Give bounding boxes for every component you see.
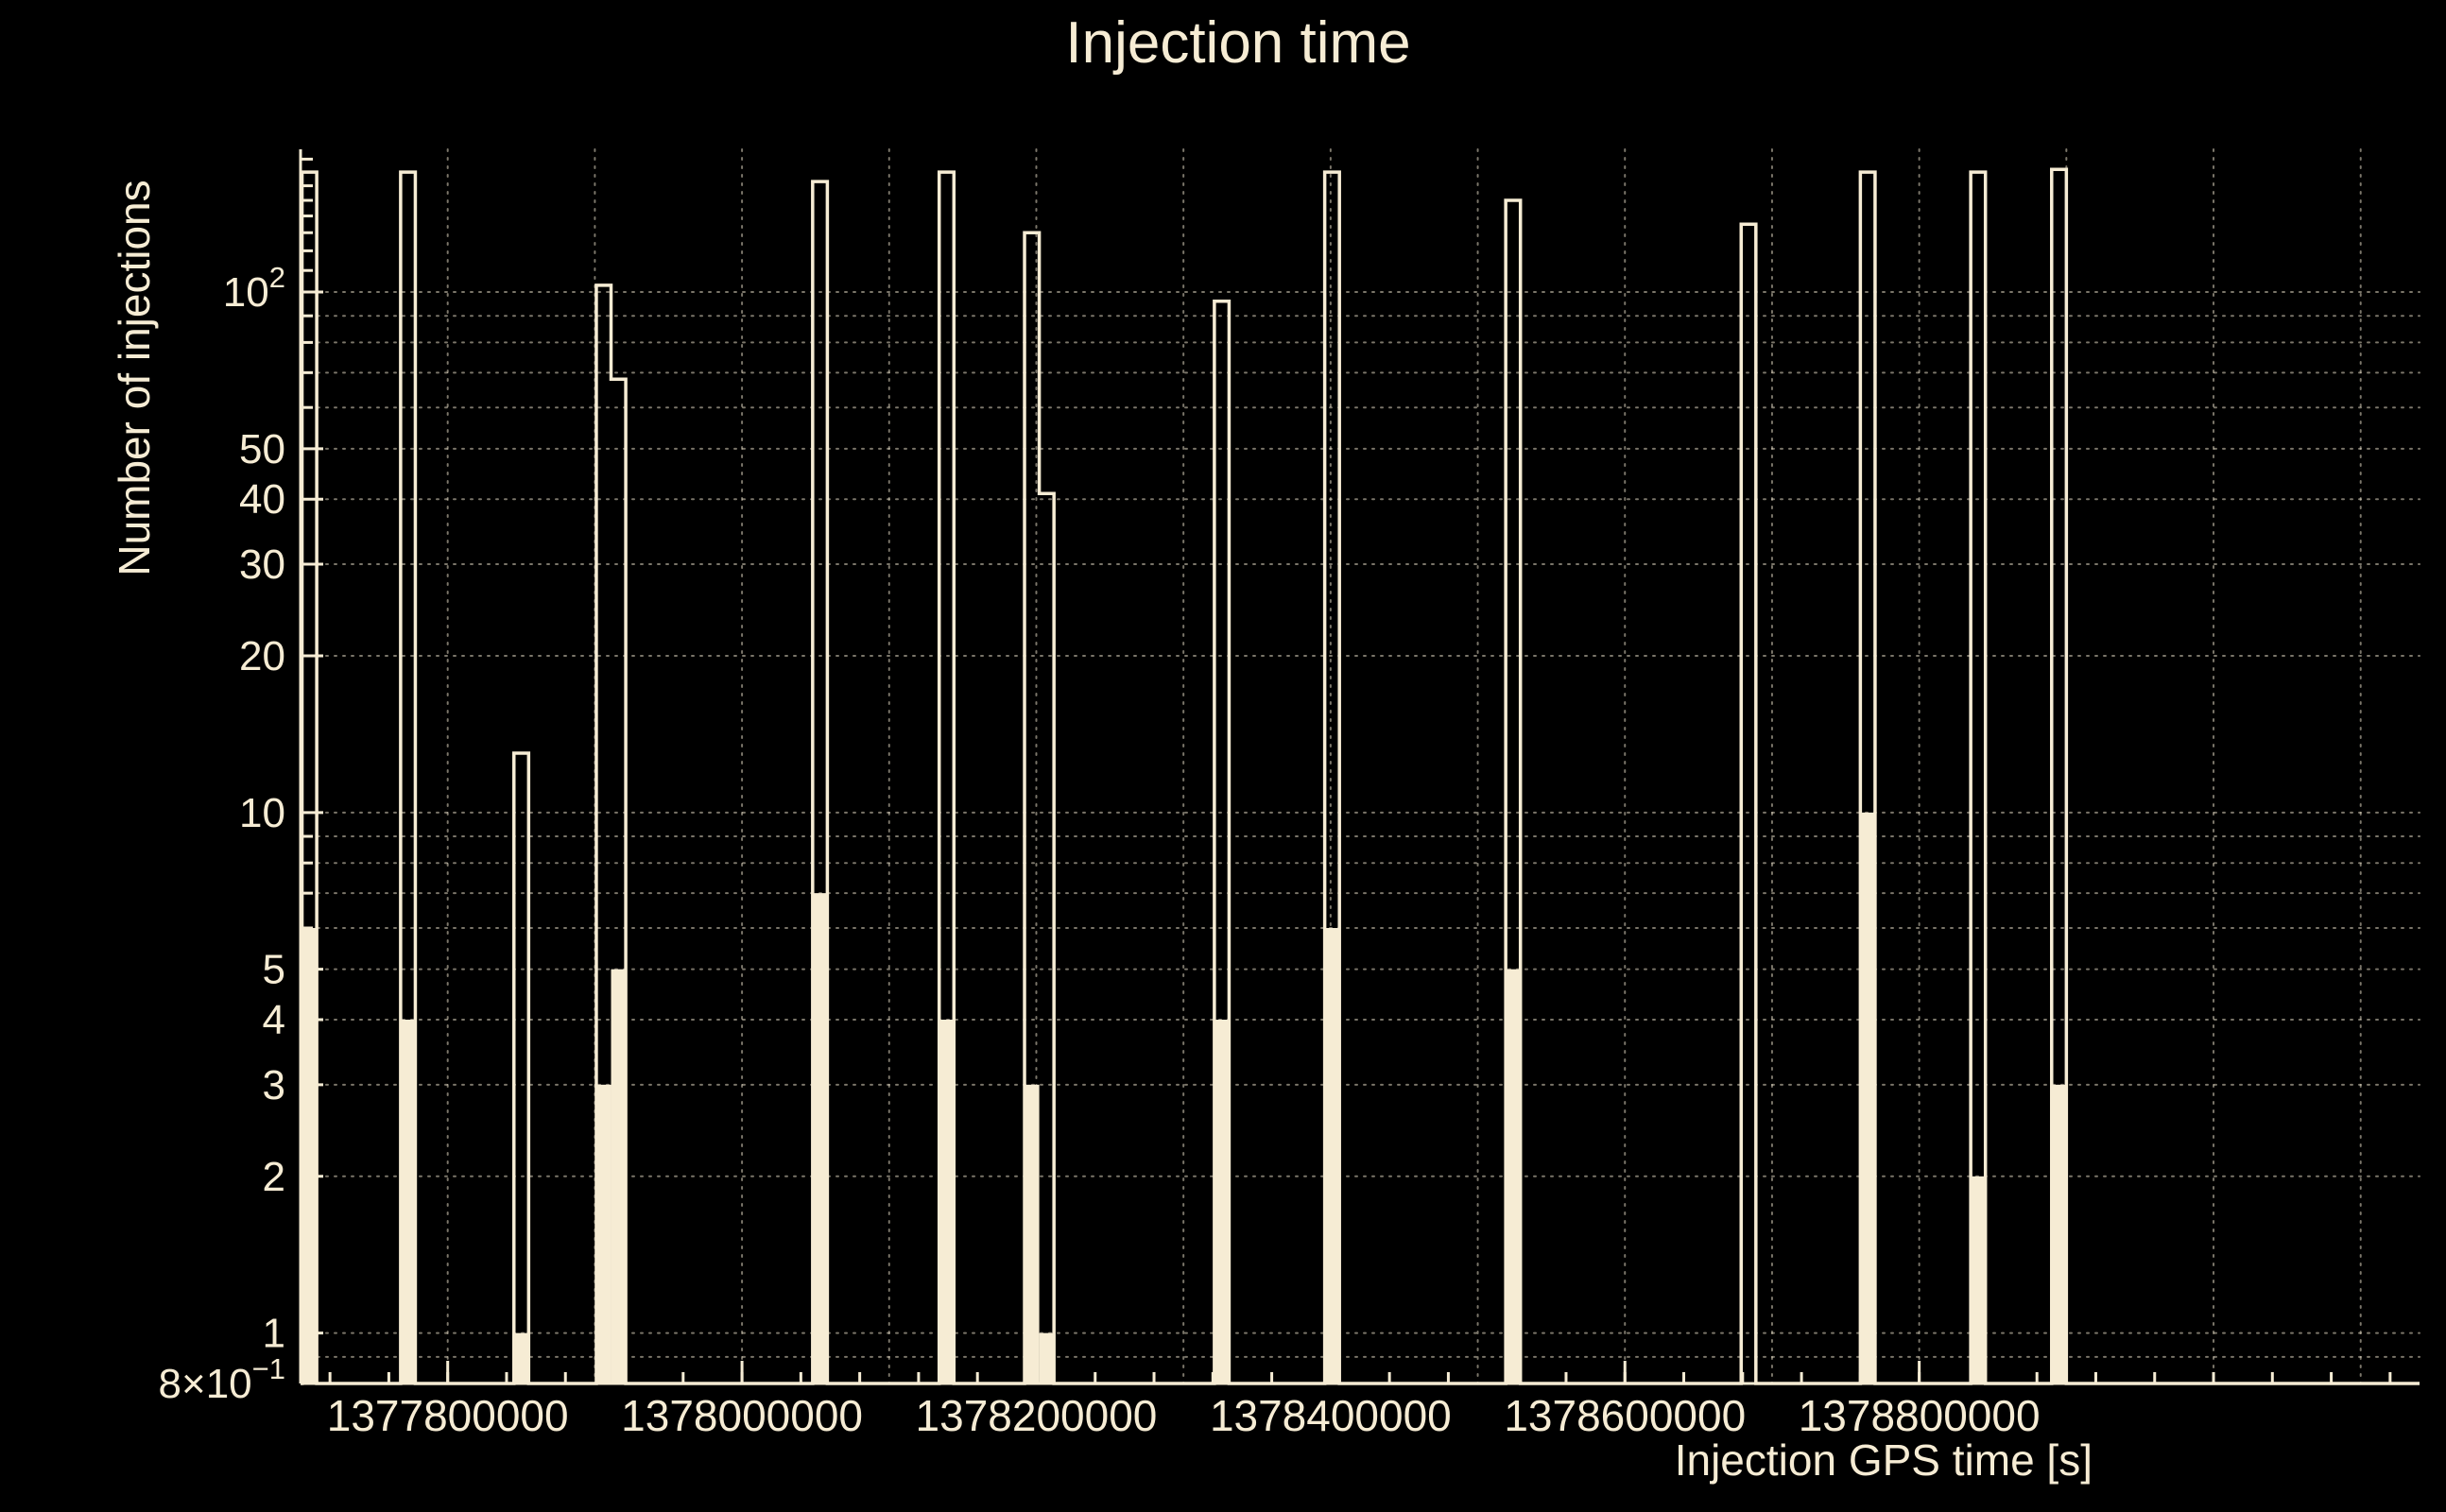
y-tick-label: 1: [263, 1311, 285, 1357]
axes: [299, 149, 2420, 1385]
x-tick-label: 1378400000: [1210, 1391, 1452, 1440]
y-tick-label: 3: [263, 1062, 285, 1108]
filled-bar: [595, 1084, 612, 1383]
y-tick-label: 20: [239, 633, 285, 679]
y-tick-label: 102: [223, 261, 285, 316]
filled-bar: [1324, 928, 1340, 1383]
filled-bar: [611, 969, 627, 1383]
y-tick-label: 5: [263, 947, 285, 993]
x-tick-label: 1378000000: [621, 1391, 863, 1440]
filled-bar: [1860, 812, 1875, 1383]
x-tick-label: 1378200000: [916, 1391, 1158, 1440]
x-tick-label: 1378800000: [1799, 1391, 2041, 1440]
y-tick-label: 50: [239, 426, 285, 472]
filled-bar: [2051, 1084, 2067, 1383]
filled-histogram: [301, 812, 2067, 1383]
y-tick-label: 2: [263, 1154, 285, 1200]
filled-bar: [812, 893, 828, 1383]
y-tick-label: 8×10−1: [159, 1352, 285, 1407]
filled-bar: [1506, 969, 1521, 1383]
filled-bar: [1039, 1332, 1055, 1383]
x-tick-label: 1377800000: [327, 1391, 569, 1440]
filled-bar: [1025, 1084, 1040, 1383]
outline-histogram: [300, 167, 2420, 1385]
y-tick-label: 30: [239, 541, 285, 588]
filled-bar: [1971, 1176, 1986, 1383]
y-tick-label: 4: [263, 997, 285, 1043]
x-tick-label: 1378600000: [1504, 1391, 1746, 1440]
chart-title: Injection time: [1065, 10, 1411, 76]
filled-bar: [301, 928, 318, 1383]
x-axis-title: Injection GPS time [s]: [1674, 1435, 2093, 1485]
y-tick-label: 10: [239, 790, 285, 836]
filled-bar: [513, 1332, 529, 1383]
y-tick-label: 40: [239, 476, 285, 523]
filled-bar: [939, 1020, 955, 1383]
filled-bar: [1214, 1020, 1230, 1383]
y-axis-title: Number of injections: [110, 180, 159, 576]
filled-bar: [400, 1020, 416, 1383]
